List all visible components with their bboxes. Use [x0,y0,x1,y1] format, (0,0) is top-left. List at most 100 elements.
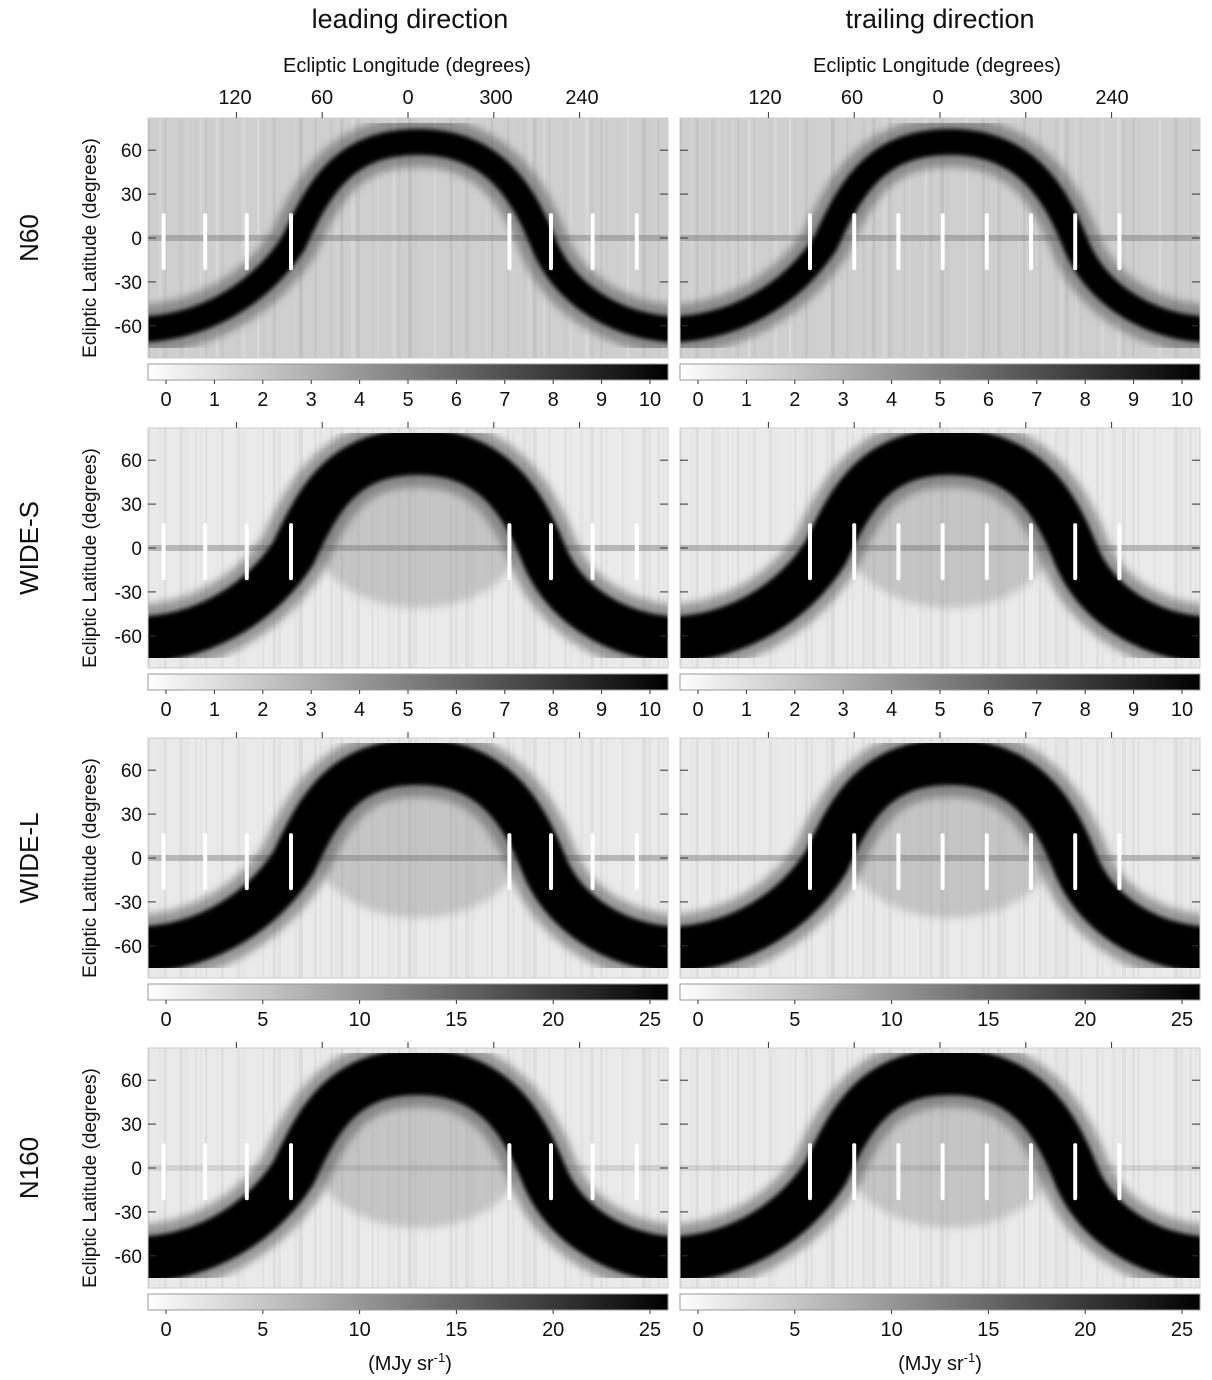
band-label: N160 [14,1137,44,1199]
scan-streak [690,738,694,978]
colorbar-tick-label: 20 [542,1009,564,1031]
colorbar-tick-label: 5 [934,699,945,721]
scan-streak [371,118,374,358]
scan-streak [1122,118,1126,358]
galactic-plane [148,428,668,663]
scan-streak [642,428,646,668]
scan-streak [356,118,360,358]
y-axis-label: Ecliptic Latitude (degrees) [80,448,101,668]
colorbar-tick-label: 1 [741,389,752,411]
colorbar-tick-label: 5 [789,1319,800,1341]
scan-streak [579,1048,584,1288]
scan-streak [486,118,488,358]
scan-streak [1044,118,1047,358]
scan-streak [711,428,716,668]
scan-streak [1023,118,1026,358]
colorbar [147,363,669,381]
colorbar-tick-label: 25 [639,1009,661,1031]
scan-streak [768,118,773,358]
scan-gap [852,1143,857,1201]
colorbar-tick-label: 5 [257,1319,268,1341]
scan-streak [241,738,246,978]
colorbar-tick-label: 9 [596,699,607,721]
scan-gap [1029,833,1033,891]
scan-streak [350,118,355,358]
ecliptic-stripe [680,855,1200,861]
scan-streak [600,118,603,358]
scan-gap [1117,1143,1122,1201]
scan-streak [690,1048,694,1288]
scan-streak [1174,738,1178,978]
scan-streak [981,118,985,358]
scan-streak [1132,738,1135,978]
scan-streak [579,738,584,978]
scan-streak [657,1048,660,1288]
galactic-plane [148,1048,668,1283]
scan-streak [695,118,699,358]
scan-gap [808,213,812,271]
scan-gap [203,523,208,581]
scan-streak [236,118,241,358]
scan-streak [929,118,933,358]
scan-streak [872,118,876,358]
galactic-plane [680,738,1200,973]
scan-gap [808,523,812,581]
lon-tick: 240 [565,87,598,109]
lat-tick: 0 [131,229,142,250]
scan-streak [600,1048,603,1288]
colorbar-tick-label: 8 [548,699,559,721]
scan-gap [590,213,595,271]
scan-streak [584,1048,589,1288]
scan-streak [711,118,716,358]
scan-streak [600,738,603,978]
scan-streak [716,738,721,978]
scan-streak [657,428,660,668]
map-panel-n160-trailing [680,1048,1200,1288]
scan-streak [716,118,721,358]
longitude-ticks-leading: 120 60 0 300 240 [218,87,598,109]
colorbar-tick-label: 0 [692,1009,703,1031]
scan-streak [732,738,734,978]
scan-streak [647,428,652,668]
scan-streak [220,118,224,358]
scan-streak [726,1048,729,1288]
scan-streak [1174,1048,1178,1288]
scan-streak [752,428,756,668]
colorbar-tick-label: 9 [1128,699,1139,721]
scan-gap [590,1143,595,1201]
scan-streak [768,428,773,668]
scan-streak [1111,1048,1116,1288]
scan-gap [940,213,945,271]
scan-streak [1153,428,1157,668]
colorbar-tick-label: 3 [306,389,317,411]
scan-streak [621,1048,625,1288]
scan-streak [569,118,573,358]
ecliptic-stripe [148,235,668,241]
colorbar-tick-label: 9 [1128,389,1139,411]
scan-streak [1111,118,1116,358]
colorbar-tick-label: 4 [886,699,897,721]
lat-tick: -60 [115,1247,142,1268]
scan-streak [200,1048,202,1288]
scan-gap [1117,833,1122,891]
scan-streak [732,1048,734,1288]
colorbar-tick-label: 25 [1171,1009,1193,1031]
scan-gap [244,833,249,891]
scan-streak [1018,118,1020,358]
lon-tick: 0 [402,87,413,109]
map-panel-wide-s-leading [148,428,668,668]
ecliptic-stripe [680,1165,1200,1171]
lat-tick: -60 [115,627,142,648]
scan-gap [289,1143,293,1201]
scan-gap [940,833,945,891]
colorbar-tick-label: 20 [1074,1319,1096,1341]
scan-gap [852,213,857,271]
scan-streak [1002,118,1007,358]
colorbar-tick-label: 4 [886,389,897,411]
scan-streak [1189,118,1192,358]
scan-streak [579,428,584,668]
scan-streak [470,118,475,358]
scan-streak [584,738,589,978]
scan-streak [1132,118,1135,358]
